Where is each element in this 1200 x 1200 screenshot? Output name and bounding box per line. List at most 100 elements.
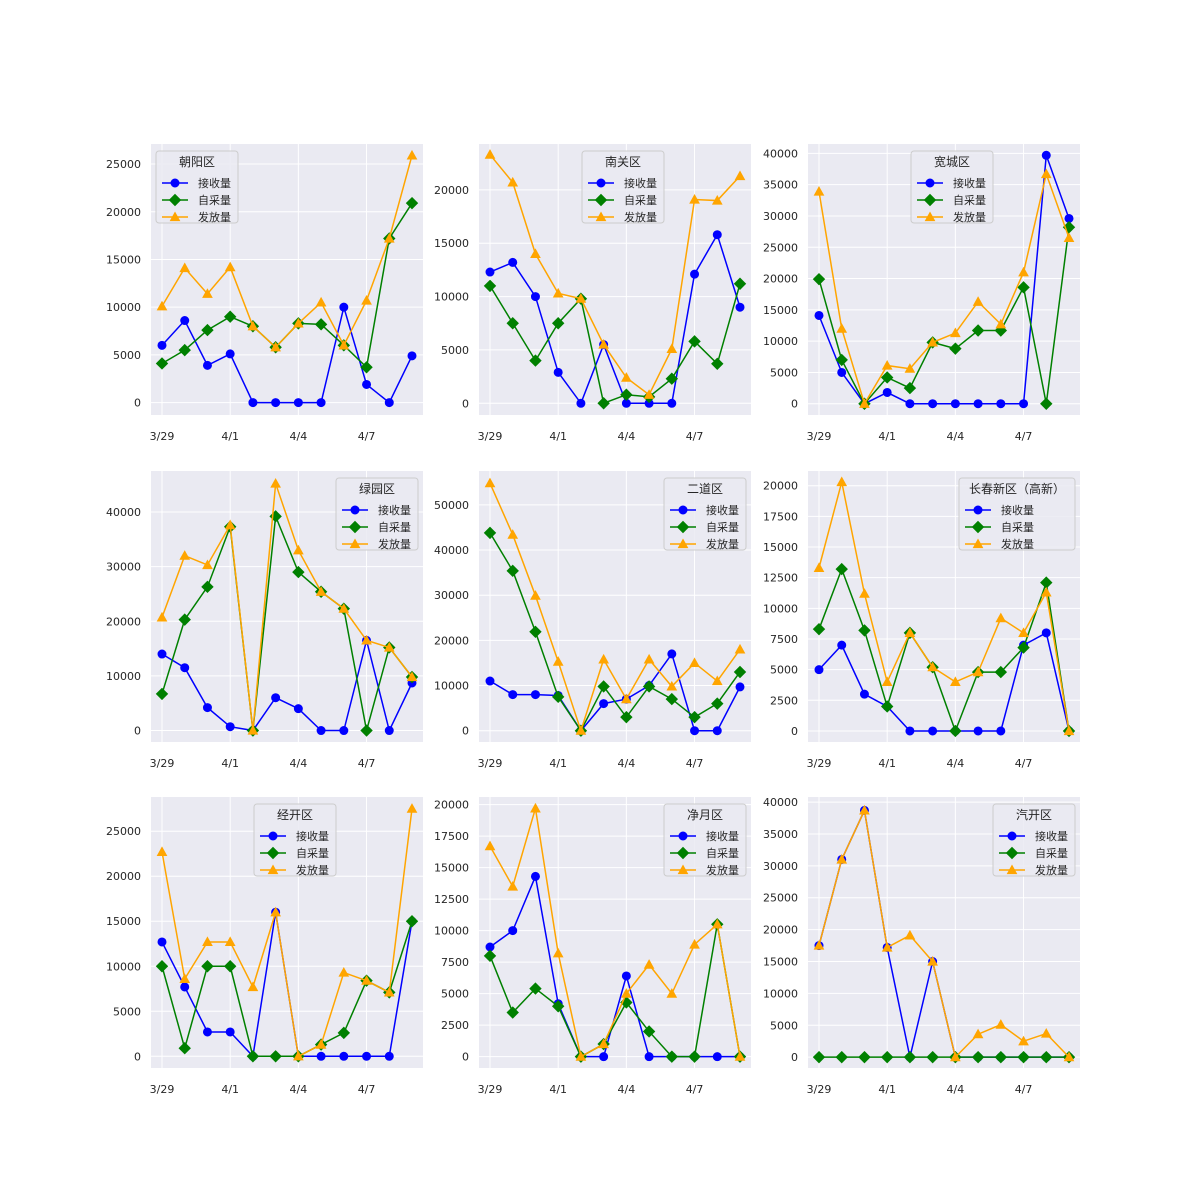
y-tick-label: 0 [791, 398, 798, 411]
data-point [689, 657, 700, 668]
data-point [361, 634, 372, 645]
data-point [384, 398, 394, 408]
data-point [1017, 641, 1030, 654]
y-tick-label: 40000 [434, 544, 469, 557]
data-point [667, 398, 677, 408]
data-point [996, 726, 1006, 736]
data-point [950, 1051, 961, 1062]
y-tick-label: 5000 [113, 1005, 141, 1018]
data-point [881, 360, 893, 370]
data-point [530, 292, 540, 302]
y-tick-label: 15000 [106, 253, 141, 266]
data-point [293, 398, 303, 408]
data-point [812, 1050, 826, 1064]
data-point [314, 318, 328, 331]
legend-label: 接收量 [953, 176, 986, 190]
data-point [882, 387, 892, 397]
y-tick-label: 10000 [106, 301, 141, 314]
data-point [812, 622, 826, 636]
y-tick-label: 20000 [434, 184, 469, 197]
legend-marker [925, 178, 935, 188]
data-point [735, 302, 745, 312]
x-tick-label: 4/7 [1015, 430, 1033, 443]
data-point [1017, 1050, 1030, 1064]
data-point [665, 372, 679, 385]
legend-title: 南关区 [605, 154, 641, 169]
data-point [156, 300, 168, 311]
data-point [269, 1050, 282, 1063]
x-tick-label: 4/4 [618, 757, 636, 770]
data-point [859, 689, 869, 699]
series-line [161, 483, 413, 731]
data-point [905, 399, 915, 409]
y-tick-label: 10000 [763, 335, 798, 348]
subplot-5: 0 10000 20000 30000 40000 50000 3/29 4/1 4/4 4/7 二… [434, 471, 751, 770]
data-point [712, 726, 722, 736]
data-point [551, 317, 565, 330]
series-line [818, 227, 1070, 406]
legend-label: 自采量 [198, 194, 231, 207]
data-point [383, 232, 395, 243]
y-tick-label: 30000 [106, 561, 141, 574]
data-point [904, 627, 916, 637]
data-point [553, 367, 563, 377]
y-tick-label: 10000 [763, 602, 798, 615]
x-tick-label: 4/7 [686, 430, 704, 443]
x-tick-label: 4/1 [878, 1083, 896, 1096]
data-point [270, 906, 281, 917]
data-point [178, 343, 191, 357]
legend-marker [594, 193, 608, 207]
data-point [316, 1051, 326, 1061]
y-tick-label: 2500 [441, 1019, 469, 1032]
data-point [575, 293, 587, 303]
data-point [202, 288, 213, 298]
data-point [179, 550, 191, 560]
data-point [904, 929, 916, 940]
legend-marker [678, 831, 688, 841]
data-point [507, 880, 519, 891]
data-point [1063, 1051, 1075, 1062]
data-point [620, 710, 633, 724]
y-tick-label: 15000 [763, 541, 798, 554]
data-point [507, 529, 519, 539]
data-point [224, 519, 236, 530]
data-point [666, 988, 678, 998]
data-point [712, 230, 722, 240]
subplot-8: 0 2500 5000 7500 10000 12500 15000 17500 20000 3/… [434, 797, 751, 1096]
legend-marker [267, 864, 279, 875]
data-point [621, 693, 632, 704]
data-point [994, 1050, 1008, 1064]
subplot-9: 0 5000 10000 15000 20000 25000 30000 35000 40000… [763, 796, 1080, 1096]
data-point [339, 726, 349, 736]
data-point [383, 641, 395, 652]
data-point [665, 692, 679, 706]
data-point [362, 1051, 372, 1061]
x-tick-label: 4/1 [549, 757, 567, 770]
data-point [202, 559, 213, 570]
data-point [973, 726, 983, 736]
data-point [995, 1019, 1007, 1029]
y-tick-label: 25000 [106, 158, 141, 171]
data-point [551, 1000, 565, 1013]
y-tick-label: 50000 [434, 499, 469, 512]
legend-marker [349, 538, 361, 549]
data-point [904, 363, 916, 373]
data-point [642, 680, 656, 693]
data-point [735, 682, 745, 692]
data-point [1018, 627, 1029, 637]
x-tick-label: 4/1 [878, 430, 896, 443]
data-point [599, 699, 609, 709]
data-point [529, 982, 542, 995]
data-point [620, 388, 633, 401]
data-point [644, 1052, 654, 1062]
y-tick-label: 15000 [763, 956, 798, 969]
data-point [927, 955, 938, 966]
data-point [927, 336, 938, 347]
series-line [489, 924, 741, 1058]
x-tick-label: 3/29 [150, 430, 175, 443]
data-point [905, 726, 915, 736]
data-point [597, 680, 610, 693]
data-point [484, 477, 496, 488]
